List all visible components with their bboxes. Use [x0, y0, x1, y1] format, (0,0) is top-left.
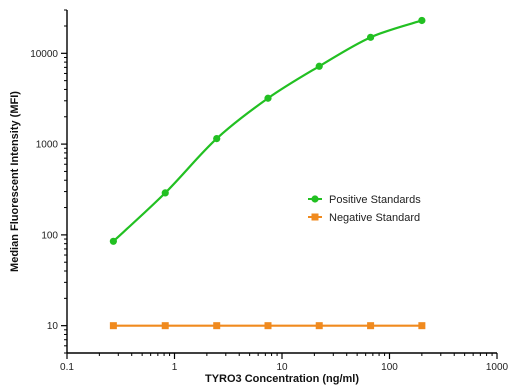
data-point [109, 237, 117, 245]
legend-label: Negative Standard [329, 212, 420, 224]
legend-marker [311, 213, 319, 221]
data-point [418, 322, 426, 330]
data-point [366, 33, 375, 41]
y-tick-label: 1000 [36, 140, 59, 151]
data-point [161, 322, 169, 330]
series-layer [109, 16, 426, 330]
x-tick-label: 1000 [486, 362, 509, 373]
x-axis-title: TYRO3 Concentration (ng/ml) [205, 373, 359, 385]
data-point [264, 322, 272, 330]
y-axis-title: Median Fluorescent Intensity (MFI) [9, 91, 21, 272]
x-tick-label: 0.1 [60, 362, 74, 373]
data-point [315, 322, 323, 330]
y-tick-label: 10000 [30, 49, 58, 60]
data-point [213, 322, 221, 330]
x-tick-label: 100 [381, 362, 398, 373]
x-tick-label: 1 [172, 362, 178, 373]
data-point [315, 62, 323, 70]
x-ticks: 0.1 1 10 100 1000 [60, 353, 509, 373]
y-ticks: 10 100 1000 10000 [30, 9, 67, 354]
legend-item: Negative Standard [308, 212, 420, 224]
axes [66, 10, 497, 354]
data-point [264, 94, 272, 102]
data-point [367, 322, 375, 330]
series-negative-standard [109, 322, 426, 330]
legend: Positive Standards Negative Standard [308, 194, 421, 224]
y-tick-label: 100 [41, 230, 58, 241]
data-point [161, 189, 169, 197]
data-point [109, 322, 117, 330]
data-point [213, 134, 221, 143]
series-positive-standards [109, 16, 426, 245]
x-tick-label: 10 [276, 362, 288, 373]
legend-label: Positive Standards [329, 194, 421, 206]
series-line [112, 19, 423, 243]
legend-marker [311, 195, 319, 203]
data-point [418, 16, 426, 25]
legend-item: Positive Standards [308, 194, 421, 206]
y-tick-label: 10 [47, 321, 59, 332]
